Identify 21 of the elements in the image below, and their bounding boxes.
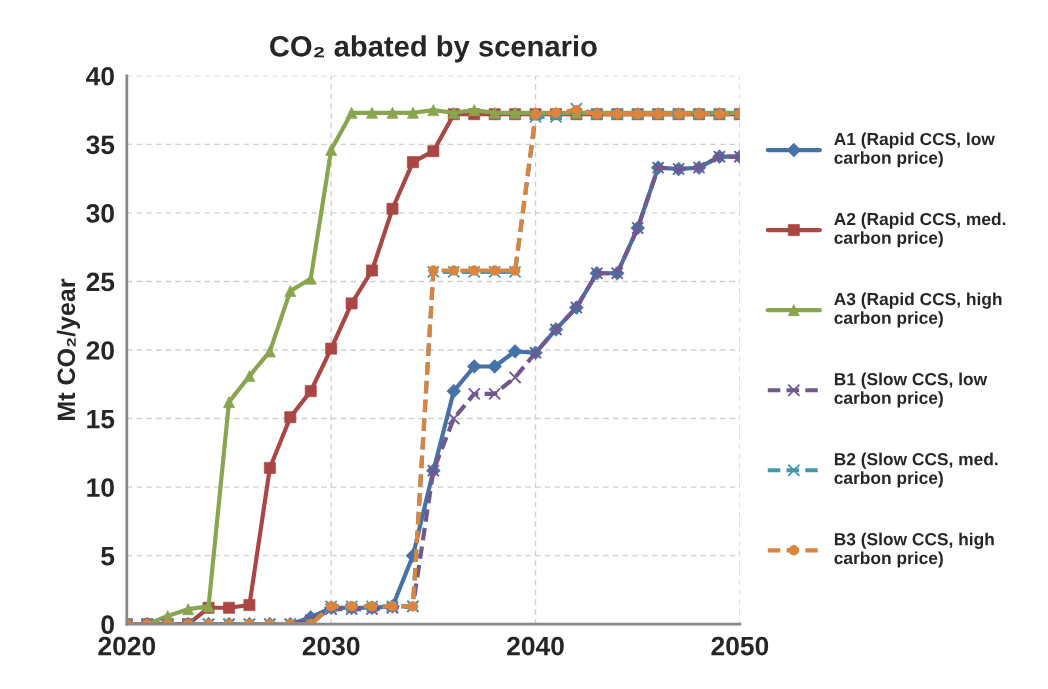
y-tick-label: 35 bbox=[86, 135, 115, 155]
x-tick-label: 2050 bbox=[711, 636, 769, 656]
chart-title: CO₂ abated by scenario bbox=[270, 35, 597, 63]
legend-label: A3 (Rapid CCS, high carbon price) bbox=[834, 292, 1002, 328]
x-tick-label: 2020 bbox=[98, 636, 156, 656]
y-tick-label: 25 bbox=[86, 272, 115, 292]
legend-label: B3 (Slow CCS, high carbon price) bbox=[834, 532, 994, 568]
y-tick-label: 10 bbox=[87, 478, 114, 497]
y-tick-label: 20 bbox=[86, 341, 114, 360]
legend-label: A1 (Rapid CCS, low carbon price) bbox=[834, 132, 995, 168]
x-tick-label: 2030 bbox=[302, 636, 360, 656]
y-tick-label: 15 bbox=[87, 409, 115, 429]
y-tick-label: 40 bbox=[86, 66, 114, 86]
x-tick-label: 2040 bbox=[507, 636, 564, 656]
y-tick-label: 30 bbox=[86, 204, 114, 223]
legend-label: A2 (Rapid CCS, med. carbon price) bbox=[834, 212, 1006, 248]
legend-label: B1 (Slow CCS, low carbon price) bbox=[834, 372, 988, 408]
y-tick-label: 5 bbox=[101, 547, 115, 566]
legend-label: B2 (Slow CCS, med. carbon price) bbox=[834, 452, 998, 488]
y-axis-title: Mt CO₂/year bbox=[56, 278, 81, 420]
y-tick-label: 0 bbox=[101, 615, 114, 635]
